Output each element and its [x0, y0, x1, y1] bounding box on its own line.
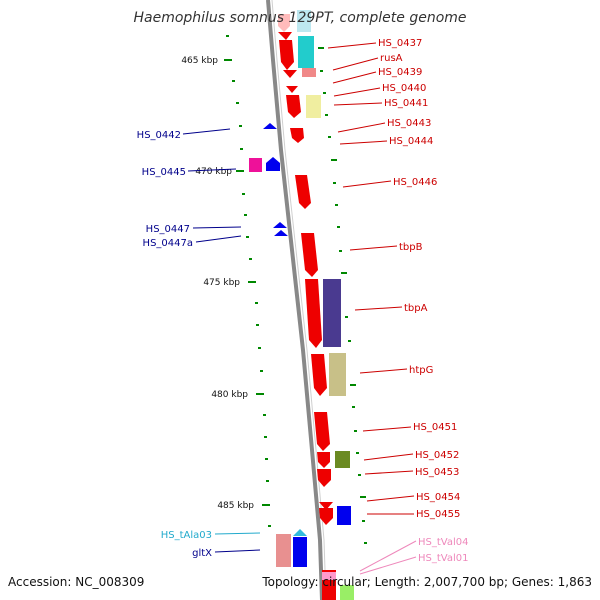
- gene-arrow: [286, 95, 301, 118]
- gene-label-htpG: htpG: [409, 365, 433, 376]
- tick-marks-right: [318, 47, 367, 544]
- gene-label-HS_0454: HS_0454: [416, 492, 460, 503]
- gene-label-gltX: gltX: [192, 548, 212, 559]
- kbp-label: 480 kbp: [211, 390, 248, 400]
- left-leaders: [182, 128, 261, 553]
- gene-arrow: [311, 354, 327, 396]
- gene-box: [337, 506, 351, 525]
- gene-label-HS_0440: HS_0440: [382, 83, 426, 94]
- function-box: [340, 585, 354, 600]
- kbp-tick-dashes: [224, 59, 270, 506]
- kbp-tick-labels: 465 kbp 470 kbp 475 kbp 480 kbp 485 kbp: [181, 56, 254, 511]
- gene-label-HS_0451: HS_0451: [413, 422, 457, 433]
- kbp-label: 485 kbp: [217, 501, 254, 511]
- gene-label-HS_0445: HS_0445: [142, 167, 186, 178]
- gene-arrow: [301, 233, 318, 277]
- function-boxes: [276, 10, 354, 600]
- forward-genes: [278, 14, 336, 600]
- function-box: [298, 36, 314, 68]
- gene-label-HS_0452: HS_0452: [415, 450, 459, 461]
- gene-arrow: [293, 529, 307, 536]
- gene-arrow: [290, 128, 304, 143]
- gene-label-HS_0453: HS_0453: [415, 467, 459, 478]
- gene-label-HS_tVal01: HS_tVal01: [418, 553, 468, 564]
- function-box: [335, 451, 350, 468]
- function-box: [276, 534, 291, 567]
- function-box: [323, 279, 341, 347]
- accession-info: Accession: NC_008309: [8, 575, 145, 589]
- gene-arrow: [319, 502, 333, 510]
- gene-label-HS_0443: HS_0443: [387, 118, 431, 129]
- gene-arrow: [278, 14, 290, 32]
- gene-label-tbpA: tbpA: [404, 303, 428, 314]
- gene-arrow: [278, 32, 292, 40]
- kbp-label: 470 kbp: [195, 167, 232, 177]
- kbp-label: 475 kbp: [203, 278, 240, 288]
- gene-label-HS_0446: HS_0446: [393, 177, 437, 188]
- gene-arrow: [295, 175, 311, 209]
- gene-label-HS_tAla03: HS_tAla03: [161, 530, 212, 541]
- gene-arrow: [286, 86, 298, 93]
- left-labels: HS_0442 HS_0445 HS_0447 HS_0447a HS_tAla…: [137, 130, 212, 559]
- function-box: [249, 158, 262, 172]
- gene-arrow: [274, 230, 288, 236]
- tick-marks-left: [226, 35, 271, 527]
- gene-arrow: [317, 452, 330, 468]
- gene-arrow: [273, 222, 287, 228]
- gene-label-rusA: rusA: [380, 53, 403, 64]
- right-leaders: [327, 42, 417, 575]
- gene-label-HS_0447a: HS_0447a: [143, 238, 193, 249]
- gene-arrow: [263, 123, 277, 129]
- gene-arrow: [314, 412, 330, 451]
- reverse-genes: [249, 123, 351, 567]
- gene-arrow: [317, 469, 331, 487]
- function-box: [297, 10, 311, 32]
- gene-arrow: [279, 40, 294, 70]
- gene-arrow: [283, 70, 297, 78]
- gene-label-HS_0455: HS_0455: [416, 509, 460, 520]
- gene-label-HS_0441: HS_0441: [384, 98, 428, 109]
- function-box: [322, 572, 336, 580]
- gene-arrow: [319, 508, 333, 525]
- gene-label-tbpB: tbpB: [399, 242, 423, 253]
- gene-label-HS_0447: HS_0447: [146, 224, 190, 235]
- gene-label-HS_tVal04: HS_tVal04: [418, 537, 468, 548]
- gene-label-HS_0444: HS_0444: [389, 136, 433, 147]
- genome-axis-highlight: [271, 0, 327, 600]
- gene-label-HS_0442: HS_0442: [137, 130, 181, 141]
- gene-arrow: [305, 279, 322, 348]
- right-labels: HS_0437 rusA HS_0439 HS_0440 HS_0441 HS_…: [378, 38, 468, 564]
- topology-info: Topology: circular; Length: 2,007,700 bp…: [262, 575, 592, 589]
- function-box: [329, 353, 346, 396]
- genome-axis: [266, 0, 324, 600]
- function-box: [306, 95, 321, 118]
- genome-title: Haemophilus somnus 129PT, complete genom…: [133, 10, 467, 26]
- kbp-label: 465 kbp: [181, 56, 218, 66]
- gene-arrow: [293, 537, 307, 567]
- gene-arrow: [266, 157, 280, 171]
- function-box: [302, 68, 316, 77]
- gene-label-HS_0439: HS_0439: [378, 67, 422, 78]
- gene-label-HS_0437: HS_0437: [378, 38, 422, 49]
